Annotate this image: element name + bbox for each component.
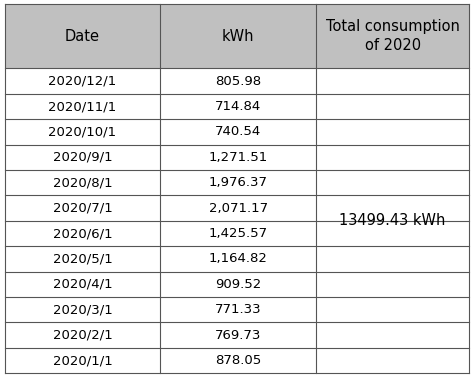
Bar [5, 145, 160, 170]
Bar [316, 69, 469, 373]
Text: 2,071.17: 2,071.17 [209, 202, 268, 215]
Text: Total consumption
of 2020: Total consumption of 2020 [326, 19, 460, 54]
Bar [160, 145, 316, 170]
Text: 13499.43 kWh: 13499.43 kWh [339, 213, 446, 228]
Bar [5, 170, 160, 195]
Text: 769.73: 769.73 [215, 329, 261, 342]
Text: 1,271.51: 1,271.51 [209, 151, 268, 164]
Bar [160, 170, 316, 195]
Bar [5, 94, 160, 119]
Text: 771.33: 771.33 [215, 303, 262, 316]
Bar [5, 119, 160, 145]
Bar [5, 195, 160, 221]
Bar [5, 271, 160, 297]
Bar [5, 246, 160, 272]
Text: kWh: kWh [222, 29, 255, 44]
Text: 2020/11/1: 2020/11/1 [48, 100, 117, 113]
Bar [160, 94, 316, 119]
Text: 2020/10/1: 2020/10/1 [48, 126, 117, 138]
Bar [160, 221, 316, 246]
Bar [316, 4, 469, 69]
Text: 2020/5/1: 2020/5/1 [53, 253, 112, 265]
Bar [160, 69, 316, 94]
Text: 2020/6/1: 2020/6/1 [53, 227, 112, 240]
Bar [160, 348, 316, 373]
Text: 2020/7/1: 2020/7/1 [53, 202, 112, 215]
Bar [5, 4, 160, 69]
Text: 878.05: 878.05 [215, 354, 261, 367]
Text: 2020/3/1: 2020/3/1 [53, 303, 112, 316]
Bar [160, 271, 316, 297]
Text: 714.84: 714.84 [215, 100, 261, 113]
Text: 805.98: 805.98 [215, 75, 261, 87]
Bar [5, 69, 160, 94]
Text: 2020/1/1: 2020/1/1 [53, 354, 112, 367]
Text: Date: Date [65, 29, 100, 44]
Text: 2020/4/1: 2020/4/1 [53, 278, 112, 291]
Bar [5, 322, 160, 348]
Text: 2020/2/1: 2020/2/1 [53, 329, 112, 342]
Bar [160, 195, 316, 221]
Bar [5, 348, 160, 373]
Text: 1,425.57: 1,425.57 [209, 227, 268, 240]
Bar [5, 297, 160, 322]
Text: 1,164.82: 1,164.82 [209, 253, 268, 265]
Bar [160, 322, 316, 348]
Bar [160, 119, 316, 145]
Bar [160, 246, 316, 272]
Text: 740.54: 740.54 [215, 126, 261, 138]
Text: 2020/9/1: 2020/9/1 [53, 151, 112, 164]
Text: 1,976.37: 1,976.37 [209, 176, 268, 189]
Bar [160, 4, 316, 69]
Bar [5, 221, 160, 246]
Text: 909.52: 909.52 [215, 278, 261, 291]
Text: 2020/12/1: 2020/12/1 [48, 75, 117, 87]
Bar [160, 297, 316, 322]
Text: 2020/8/1: 2020/8/1 [53, 176, 112, 189]
